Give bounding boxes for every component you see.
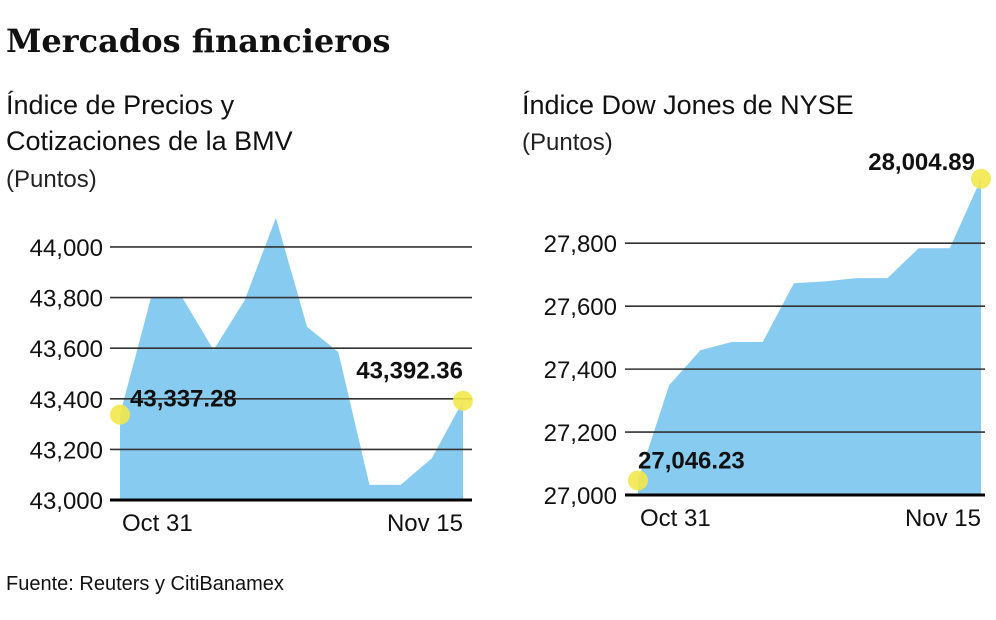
source: Fuente: Reuters y CitiBanamex: [6, 573, 284, 595]
y-tick-label: 27,000: [544, 483, 617, 510]
chart-title: Índice Dow Jones de NYSE: [522, 90, 854, 120]
chart-subtitle: (Puntos): [522, 129, 613, 156]
y-tick-label: 43,000: [30, 488, 103, 515]
y-tick-label: 44,000: [30, 235, 103, 262]
marker: [971, 168, 991, 189]
value-label: 43,337.28: [130, 386, 237, 413]
area: [120, 217, 463, 501]
chart-title: Índice de Precios y: [6, 90, 235, 120]
x-tick-label: Nov 15: [387, 510, 463, 537]
value-label: 43,392.36: [356, 358, 463, 385]
x-tick-label: Oct 31: [640, 505, 711, 532]
y-tick-label: 27,200: [544, 420, 617, 447]
marker: [628, 470, 648, 491]
y-tick-label: 27,400: [544, 357, 617, 384]
marker: [453, 390, 473, 411]
chart-subtitle: (Puntos): [6, 166, 97, 193]
value-label: 28,004.89: [868, 149, 975, 176]
x-tick-label: Nov 15: [905, 505, 981, 532]
y-tick-label: 27,800: [544, 231, 617, 258]
y-tick-label: 43,200: [30, 437, 103, 464]
y-tick-label: 43,400: [30, 387, 103, 414]
marker: [110, 404, 130, 425]
chart-title: Cotizaciones de la BMV: [6, 126, 293, 156]
y-tick-label: 43,600: [30, 336, 103, 363]
y-tick-label: 27,600: [544, 294, 617, 321]
area: [638, 178, 981, 496]
x-tick-label: Oct 31: [122, 510, 193, 537]
page-title: Mercados financieros: [6, 22, 390, 60]
y-tick-label: 43,800: [30, 286, 103, 313]
value-label: 27,046.23: [638, 447, 745, 474]
